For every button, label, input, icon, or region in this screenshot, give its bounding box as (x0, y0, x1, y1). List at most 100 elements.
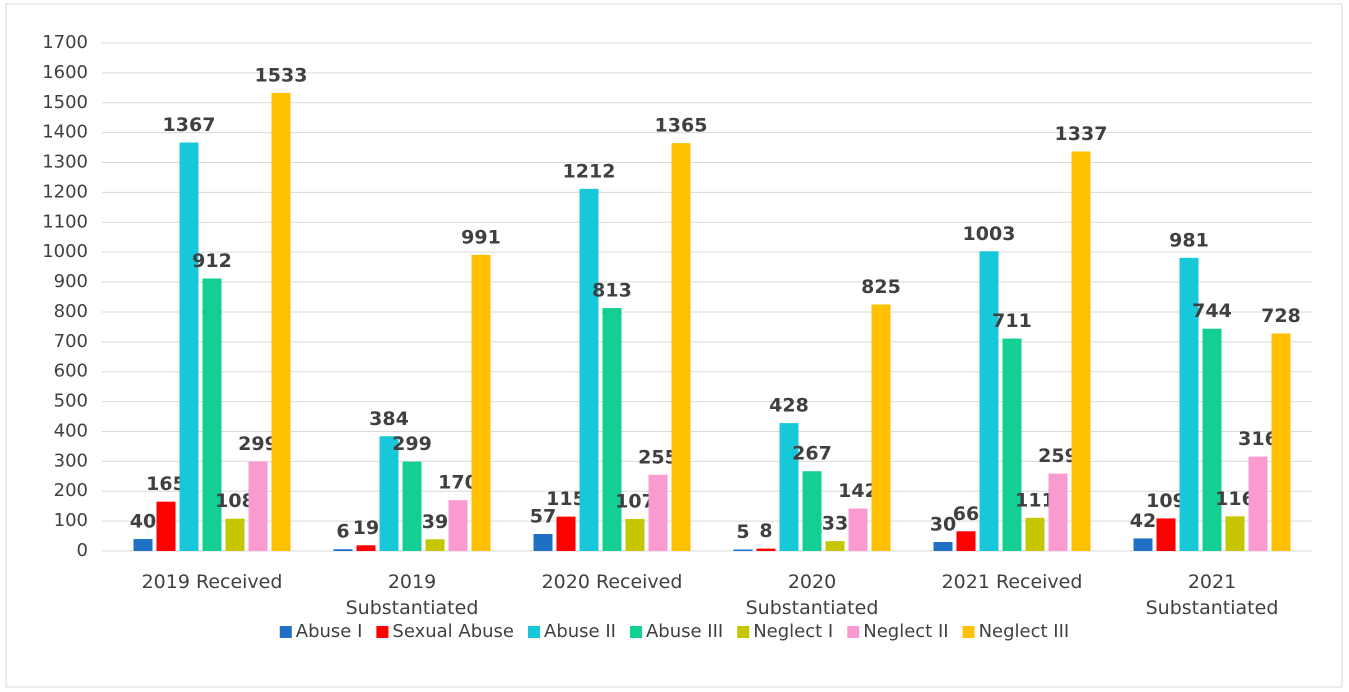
value-label: 728 (1261, 305, 1301, 327)
bar (179, 142, 199, 551)
value-label: 255 (638, 446, 678, 468)
bar (579, 188, 599, 552)
bar (1048, 473, 1068, 551)
bar (733, 549, 753, 551)
value-label: 1337 (1055, 123, 1108, 145)
bar (425, 539, 445, 551)
value-label: 107 (615, 491, 655, 513)
x-tick-label: 2019 Received (141, 571, 283, 593)
x-tick-label: 2020 Received (541, 571, 683, 593)
bar (979, 251, 999, 551)
value-label: 428 (769, 395, 809, 417)
bar (271, 92, 291, 551)
legend-swatch (279, 626, 292, 638)
bar (602, 308, 622, 551)
y-tick-label: 700 (54, 331, 88, 352)
bar (133, 539, 153, 551)
bar (333, 549, 353, 551)
legend-swatch (737, 626, 750, 638)
value-label: 813 (592, 280, 632, 302)
y-tick-label: 1400 (42, 122, 88, 143)
value-label: 115 (546, 488, 586, 510)
legend-label: Neglect II (863, 621, 948, 642)
y-tick-label: 1100 (42, 211, 88, 232)
bar (225, 518, 245, 551)
value-label: 316 (1238, 428, 1278, 450)
value-label: 111 (1015, 489, 1055, 511)
y-tick-label: 400 (54, 420, 88, 441)
value-label: 30 (930, 514, 956, 536)
bar (848, 508, 868, 551)
bar (402, 461, 422, 551)
legend-label: Abuse II (544, 621, 616, 642)
bar (825, 541, 845, 551)
bar (1225, 516, 1245, 551)
legend-swatch (376, 626, 389, 638)
value-label: 66 (953, 503, 979, 525)
y-tick-label: 0 (77, 540, 88, 561)
y-tick-label: 300 (54, 450, 88, 471)
bar (1179, 257, 1199, 551)
legend-label: Abuse III (646, 621, 723, 642)
y-tick-label: 1000 (42, 241, 88, 262)
value-label: 109 (1146, 490, 1186, 512)
value-label: 19 (353, 517, 379, 539)
bar (448, 500, 468, 551)
bar (956, 531, 976, 551)
bar (625, 519, 645, 551)
value-label: 42 (1130, 510, 1156, 532)
y-tick-label: 900 (54, 271, 88, 292)
x-tick-label: 2019 Substantiated (345, 571, 479, 619)
x-tick-label: 2021 Received (941, 571, 1083, 593)
legend-swatch (847, 626, 860, 638)
value-label: 116 (1215, 488, 1255, 510)
value-label: 299 (392, 433, 432, 455)
value-label: 40 (130, 511, 156, 533)
value-label: 8 (759, 520, 772, 542)
legend-label: Sexual Abuse (392, 621, 514, 642)
value-label: 1003 (963, 223, 1016, 245)
bar (648, 474, 668, 551)
bar (356, 545, 376, 551)
value-label: 981 (1169, 229, 1209, 251)
bar (471, 254, 491, 551)
bar (802, 471, 822, 551)
y-tick-label: 500 (54, 391, 88, 412)
value-label: 57 (530, 505, 556, 527)
bar (1025, 517, 1045, 551)
bar (1156, 518, 1176, 551)
value-label: 165 (146, 473, 186, 495)
bar (871, 304, 891, 551)
value-label: 259 (1038, 445, 1078, 467)
bar (933, 542, 953, 551)
bar (671, 143, 691, 551)
value-label: 711 (992, 310, 1032, 332)
value-label: 6 (336, 521, 349, 543)
y-tick-label: 1700 (42, 32, 88, 53)
legend-label: Abuse I (296, 621, 363, 642)
value-label: 744 (1192, 300, 1232, 322)
bar (779, 423, 799, 551)
legend-label: Neglect I (753, 621, 833, 642)
bar (1248, 456, 1268, 551)
bar (379, 436, 399, 551)
value-label: 5 (736, 521, 749, 543)
x-tick-label: 2021 Substantiated (1145, 571, 1279, 619)
y-tick-label: 100 (54, 510, 88, 531)
bar (533, 533, 553, 551)
value-label: 384 (369, 408, 409, 430)
y-tick-label: 200 (54, 480, 88, 501)
legend-swatch (962, 626, 975, 638)
bar (202, 278, 222, 551)
bar (1071, 151, 1091, 551)
value-label: 108 (215, 490, 255, 512)
y-tick-label: 1500 (42, 92, 88, 113)
value-label: 1533 (255, 64, 308, 86)
value-label: 1212 (563, 160, 616, 182)
bar (248, 461, 268, 551)
value-label: 170 (438, 472, 478, 494)
y-tick-label: 600 (54, 361, 88, 382)
value-label: 39 (422, 511, 448, 533)
